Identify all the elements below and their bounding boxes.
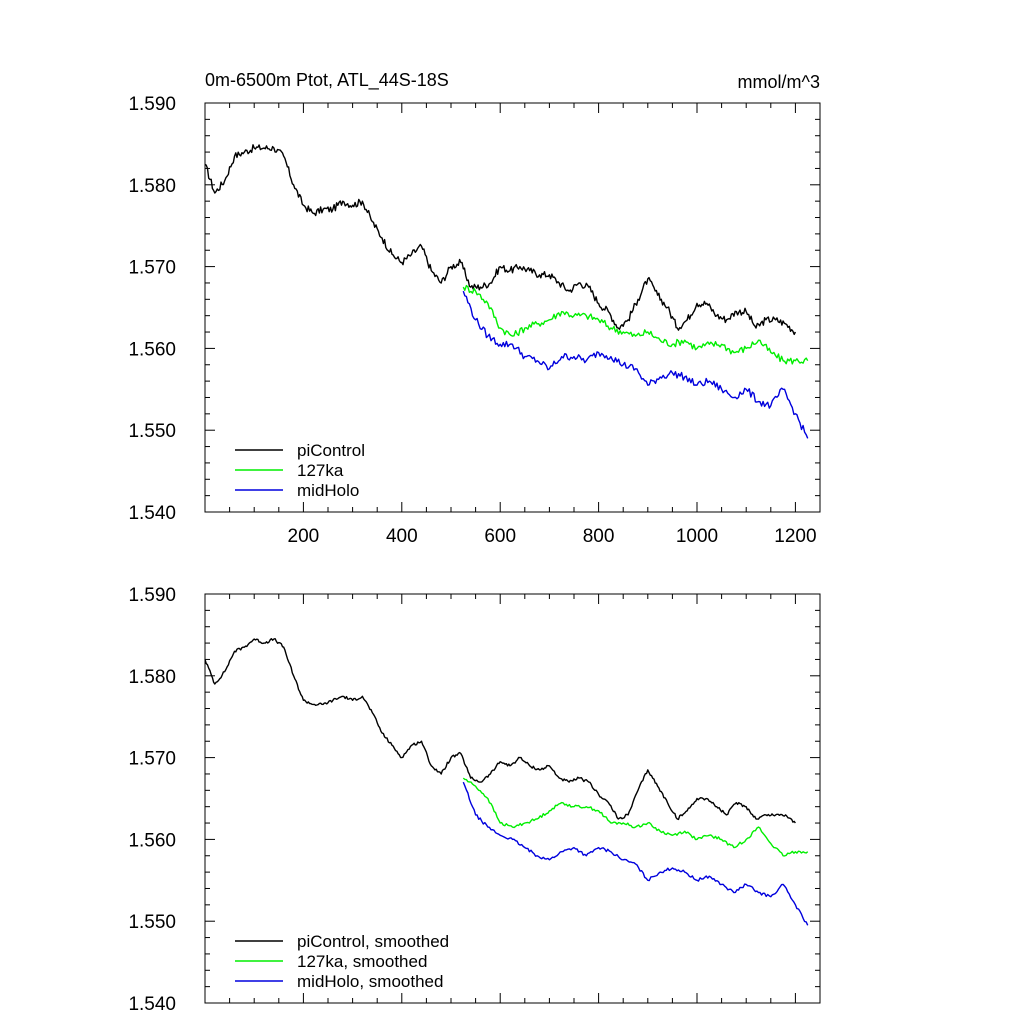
legend-label: piControl, smoothed xyxy=(297,932,449,951)
y-tick-label: 1.580 xyxy=(128,667,176,688)
x-tick-label: 800 xyxy=(583,526,615,547)
series-line xyxy=(462,777,809,857)
y-tick-label: 1.540 xyxy=(128,503,176,524)
bottom-tick-marks: 1.540 1.550 1.560 1.570 1.580 1.590 xyxy=(128,585,820,1015)
y-tick-label: 1.560 xyxy=(128,830,176,851)
x-tick-label: 1200 xyxy=(774,526,816,547)
series-line xyxy=(204,144,797,336)
top-panel-title: 0m-6500m Ptot, ATL_44S-18S xyxy=(205,70,449,91)
x-tick-label: 400 xyxy=(386,526,418,547)
y-tick-label: 1.580 xyxy=(128,176,176,197)
x-tick-label: 600 xyxy=(484,526,516,547)
top-tick-marks: 200 400 600 800 1000 1200 1.540 1.550 1.560 1.570… xyxy=(128,94,820,547)
series-line xyxy=(204,638,796,824)
series-line xyxy=(462,290,809,439)
top-series-lines xyxy=(204,144,809,439)
legend-label: piControl xyxy=(297,441,365,460)
legend-label: midHolo xyxy=(297,481,359,500)
top-plot-frame xyxy=(204,102,821,513)
y-tick-label: 1.550 xyxy=(128,421,176,442)
y-tick-label: 1.560 xyxy=(128,339,176,360)
y-tick-label: 1.550 xyxy=(128,912,176,933)
y-tick-label: 1.540 xyxy=(128,994,176,1015)
x-tick-label: 1000 xyxy=(676,526,718,547)
y-tick-label: 1.570 xyxy=(128,258,176,279)
y-tick-label: 1.570 xyxy=(128,749,176,770)
series-line xyxy=(462,284,809,365)
top-panel: 0m-6500m Ptot, ATL_44S-18S mmol/m^3 200 4… xyxy=(128,70,821,547)
top-panel-units: mmol/m^3 xyxy=(738,72,820,92)
legend-label: 127ka xyxy=(297,461,344,480)
bottom-panel: 1.540 1.550 1.560 1.570 1.580 1.590 piControl… xyxy=(128,585,821,1015)
legend-label: midHolo, smoothed xyxy=(297,972,443,991)
y-tick-label: 1.590 xyxy=(128,94,176,115)
bottom-series-lines xyxy=(204,638,809,926)
y-tick-label: 1.590 xyxy=(128,585,176,606)
bottom-plot-frame xyxy=(204,593,821,1004)
series-line xyxy=(462,781,809,926)
legend-label: 127ka, smoothed xyxy=(297,952,427,971)
x-tick-label: 200 xyxy=(288,526,320,547)
